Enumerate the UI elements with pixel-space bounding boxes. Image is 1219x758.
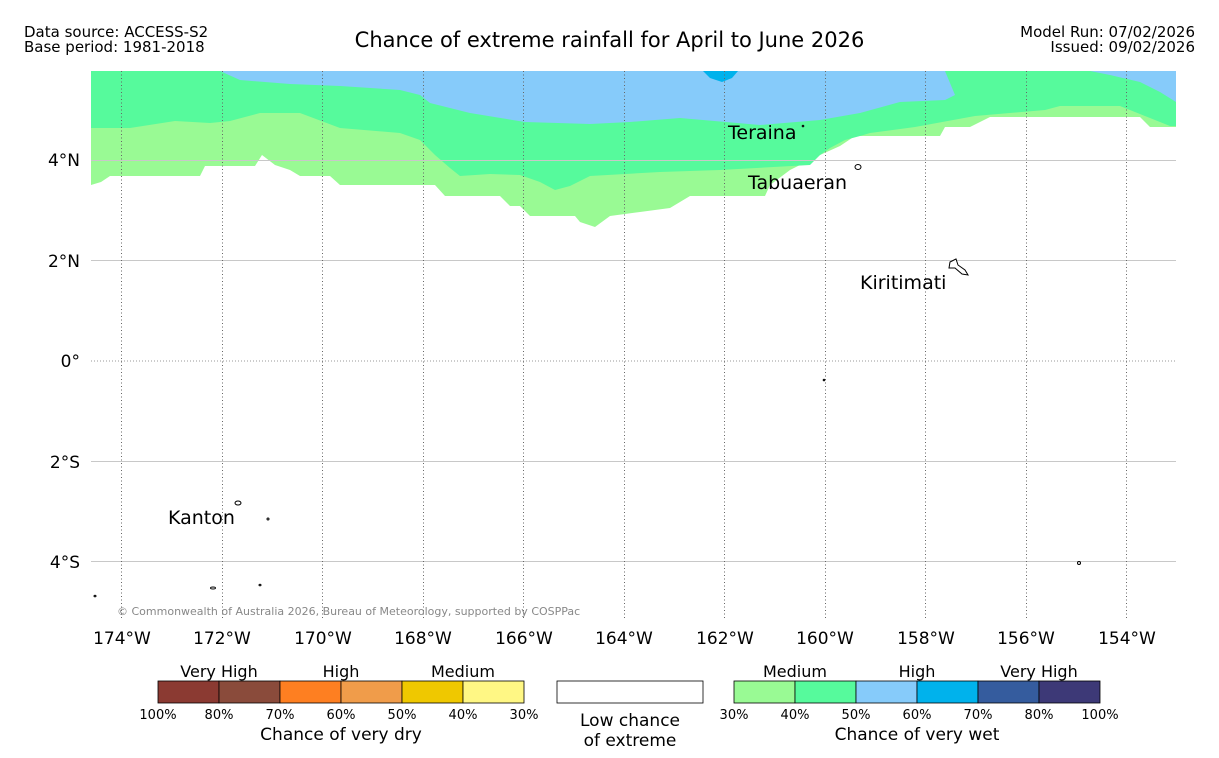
legend-dry-caption: Chance of very dry [260, 725, 422, 745]
lat-tick-labels: 4°N 2°N 0° 2°S 4°S [48, 151, 80, 573]
teraina-island [801, 124, 805, 128]
lon-tick: 162°W [696, 629, 754, 649]
base-period-label: Base period: 1981-2018 [24, 38, 205, 56]
legend-wet-category: Very High [1000, 662, 1077, 681]
legend-dry-tick: 70% [266, 708, 295, 723]
legend-wet-swatch [977, 680, 1040, 704]
legend-wet-tick: 40% [781, 708, 810, 723]
lon-tick: 168°W [394, 629, 452, 649]
islet-5 [1077, 561, 1081, 565]
legend-dry-category: Very High [180, 662, 257, 681]
lon-tick-labels: 174°W 172°W 170°W 168°W 166°W 164°W 162°… [93, 629, 1156, 649]
legend-dry-swatch [279, 680, 342, 704]
lon-gridlines [121, 71, 1127, 620]
model-run-label: Model Run: 07/02/2026 [1020, 23, 1195, 41]
legend-dry: Very High High Medium 100% 80% 70% 60% 5… [139, 662, 538, 745]
lat-tick: 4°S [50, 553, 80, 573]
legend-dry-tick: 100% [139, 708, 176, 723]
legend-neutral-line1: Low chance [580, 711, 680, 731]
lat-tick: 2°S [50, 453, 80, 473]
legend-wet-swatch [1038, 680, 1101, 704]
place-label-kiritimati: Kiritimati [860, 272, 946, 294]
legend-wet-category: Medium [763, 662, 827, 681]
islet-2 [210, 586, 216, 590]
lon-tick: 160°W [796, 629, 854, 649]
islet-1 [266, 517, 270, 521]
lon-tick: 174°W [93, 629, 151, 649]
legend-dry-swatch [340, 680, 403, 704]
legend-dry-swatch [462, 680, 525, 704]
legend-dry-tick: 30% [510, 708, 539, 723]
place-label-tabuaeran: Tabuaeran [747, 172, 847, 194]
legend-wet-tick: 70% [964, 708, 993, 723]
wet-high-low-area [220, 71, 955, 125]
lat-tick: 2°N [48, 252, 80, 272]
legend-dry-category: High [323, 662, 360, 681]
place-label-kanton: Kanton [168, 507, 235, 529]
islet-3 [258, 583, 262, 587]
legend-dry-tick: 40% [449, 708, 478, 723]
kiritimati-island [948, 258, 969, 276]
lon-tick: 170°W [294, 629, 352, 649]
lon-tick: 156°W [997, 629, 1055, 649]
probability-field [91, 71, 1176, 227]
lon-tick: 164°W [595, 629, 653, 649]
legend-wet: Medium High Very High 30% 40% 50% 60% 70… [720, 662, 1119, 745]
legend-wet-tick: 100% [1081, 708, 1118, 723]
copyright-note: © Commonwealth of Australia 2026, Bureau… [117, 605, 580, 618]
data-source-label: Data source: ACCESS-S2 [24, 23, 209, 41]
legend-neutral: Low chance of extreme [556, 680, 704, 751]
legend-wet-category: High [899, 662, 936, 681]
jarvis-island [822, 378, 826, 382]
legend-wet-tick: 30% [720, 708, 749, 723]
kanton-island [234, 500, 242, 506]
issued-label: Issued: 09/02/2026 [1050, 38, 1195, 56]
legend-wet-tick: 80% [1025, 708, 1054, 723]
islet-4 [93, 594, 97, 598]
legend-wet-swatch [855, 680, 918, 704]
tabuaeran-island [854, 164, 862, 170]
lat-tick: 0° [61, 352, 80, 372]
lon-tick: 172°W [193, 629, 251, 649]
legend-neutral-line2: of extreme [584, 731, 677, 751]
legend-wet-swatch [794, 680, 857, 704]
legend-wet-swatch [733, 680, 796, 704]
legend-dry-tick: 60% [327, 708, 356, 723]
legend-dry-tick: 80% [205, 708, 234, 723]
legend-dry-swatch [218, 680, 281, 704]
legend-dry-category: Medium [431, 662, 495, 681]
lat-tick: 4°N [48, 151, 80, 171]
legend-wet-caption: Chance of very wet [835, 725, 1000, 745]
legend-dry-swatch [157, 680, 220, 704]
legend-neutral-swatch [556, 680, 704, 704]
lat-gridlines [91, 160, 1176, 562]
legend-dry-swatch [401, 680, 464, 704]
lon-tick: 166°W [495, 629, 553, 649]
lon-tick: 154°W [1098, 629, 1156, 649]
map-title: Chance of extreme rainfall for April to … [354, 28, 865, 52]
legend-wet-swatch [916, 680, 979, 704]
island-outlines [93, 124, 1081, 598]
legend-dry-tick: 50% [388, 708, 417, 723]
legend-wet-tick: 60% [903, 708, 932, 723]
wet-high-low-area-east [1090, 71, 1176, 102]
wet-high-high-area [703, 71, 738, 82]
lon-tick: 158°W [897, 629, 955, 649]
place-label-teraina: Teraina [727, 122, 797, 144]
legend-wet-tick: 50% [842, 708, 871, 723]
